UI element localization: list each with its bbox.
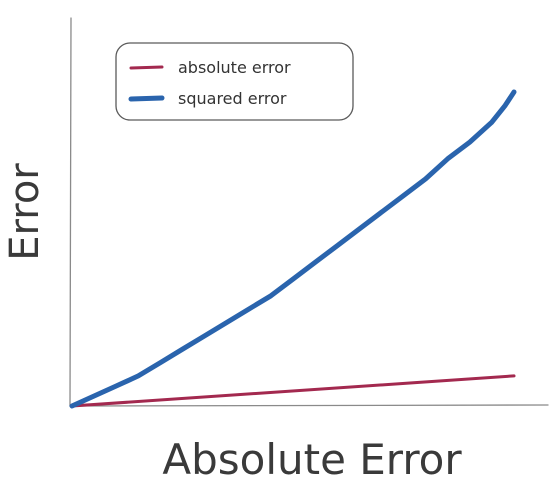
y-axis-title: Error — [2, 163, 48, 261]
legend-label-squared-error: squared error — [178, 89, 287, 108]
legend-swatch-absolute-error — [129, 65, 164, 70]
series-layer — [69, 89, 517, 409]
legend: absolute error squared error — [115, 42, 354, 121]
legend-box — [115, 42, 354, 121]
series-line-absolute-error — [70, 374, 516, 408]
y-axis — [69, 17, 72, 407]
series-line-squared-error — [69, 89, 517, 409]
x-axis-title: Absolute Error — [162, 435, 462, 483]
x-axis — [69, 404, 549, 407]
legend-swatch-squared-error — [128, 95, 165, 102]
legend-label-absolute-error: absolute error — [178, 58, 291, 77]
